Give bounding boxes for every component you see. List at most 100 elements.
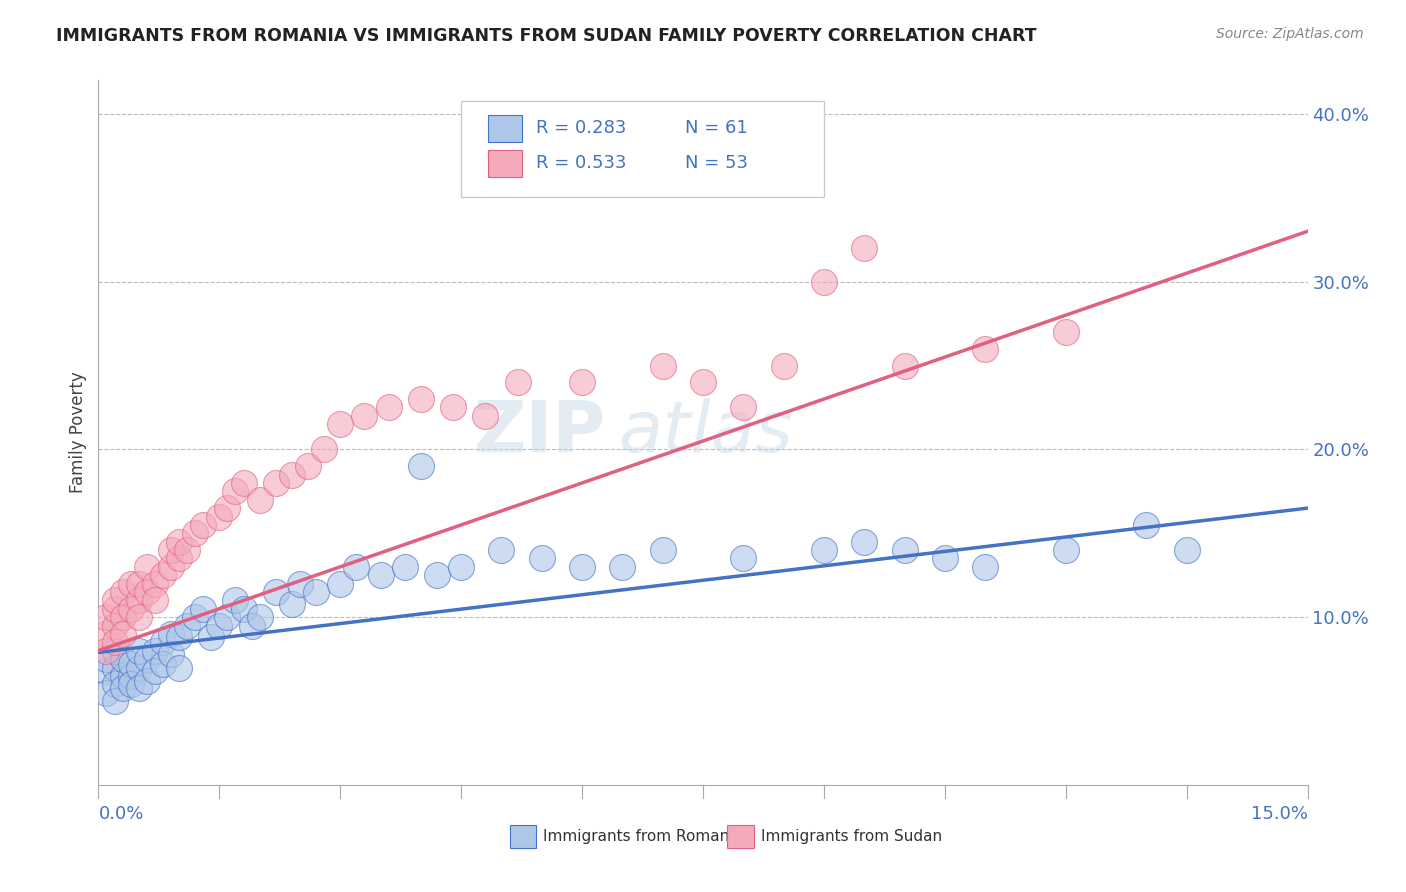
Text: N = 53: N = 53 — [685, 154, 748, 172]
Point — [152, 657, 174, 672]
Point — [103, 694, 125, 708]
Point — [377, 401, 399, 415]
Point — [135, 585, 157, 599]
Point — [111, 627, 134, 641]
Point — [135, 652, 157, 666]
Point — [152, 568, 174, 582]
Point — [128, 576, 150, 591]
Point — [167, 660, 190, 674]
Text: R = 0.533: R = 0.533 — [536, 154, 627, 172]
Point — [167, 551, 190, 566]
Point — [249, 610, 271, 624]
Point — [893, 543, 915, 558]
Point — [772, 359, 794, 373]
FancyBboxPatch shape — [488, 150, 522, 177]
Point — [176, 618, 198, 632]
Point — [217, 610, 239, 624]
Point — [96, 686, 118, 700]
Point — [370, 568, 392, 582]
Point — [160, 559, 183, 574]
Point — [128, 610, 150, 624]
Text: Immigrants from Romania: Immigrants from Romania — [543, 829, 744, 844]
Point — [344, 559, 367, 574]
Point — [329, 417, 352, 432]
Point — [426, 568, 449, 582]
Point — [974, 342, 997, 356]
Point — [329, 576, 352, 591]
Point — [612, 559, 634, 574]
Point — [143, 644, 166, 658]
Point — [184, 526, 207, 541]
Point — [1054, 325, 1077, 339]
Text: Source: ZipAtlas.com: Source: ZipAtlas.com — [1216, 27, 1364, 41]
Point — [249, 492, 271, 507]
Point — [103, 677, 125, 691]
Point — [96, 610, 118, 624]
Point — [281, 467, 304, 482]
Y-axis label: Family Poverty: Family Poverty — [69, 372, 87, 493]
Point — [128, 681, 150, 695]
Point — [934, 551, 956, 566]
Point — [571, 376, 593, 390]
Text: N = 61: N = 61 — [685, 120, 748, 137]
Point — [160, 647, 183, 661]
Point — [160, 627, 183, 641]
Point — [853, 534, 876, 549]
FancyBboxPatch shape — [509, 825, 536, 848]
FancyBboxPatch shape — [461, 102, 824, 196]
Point — [200, 630, 222, 644]
Point — [128, 660, 150, 674]
Point — [409, 459, 432, 474]
Point — [103, 660, 125, 674]
Point — [813, 543, 835, 558]
Point — [441, 401, 464, 415]
Point — [288, 576, 311, 591]
Point — [974, 559, 997, 574]
Point — [394, 559, 416, 574]
Point — [208, 509, 231, 524]
Point — [224, 484, 246, 499]
Text: 0.0%: 0.0% — [98, 805, 143, 822]
Point — [143, 593, 166, 607]
FancyBboxPatch shape — [488, 115, 522, 142]
Point — [733, 551, 755, 566]
Point — [103, 602, 125, 616]
Point — [120, 657, 142, 672]
Text: Immigrants from Sudan: Immigrants from Sudan — [761, 829, 942, 844]
Text: atlas: atlas — [619, 398, 793, 467]
Point — [692, 376, 714, 390]
Point — [120, 669, 142, 683]
Point — [96, 627, 118, 641]
Text: R = 0.283: R = 0.283 — [536, 120, 627, 137]
Point — [135, 673, 157, 688]
Point — [143, 576, 166, 591]
Point — [232, 475, 254, 490]
Point — [281, 597, 304, 611]
Point — [111, 681, 134, 695]
Point — [1175, 543, 1198, 558]
Point — [103, 593, 125, 607]
Point — [1135, 517, 1157, 532]
Point — [176, 543, 198, 558]
Point — [217, 501, 239, 516]
Point — [240, 618, 263, 632]
Point — [160, 543, 183, 558]
Point — [103, 635, 125, 649]
Point — [651, 359, 673, 373]
Point — [232, 602, 254, 616]
Point — [167, 630, 190, 644]
Text: IMMIGRANTS FROM ROMANIA VS IMMIGRANTS FROM SUDAN FAMILY POVERTY CORRELATION CHAR: IMMIGRANTS FROM ROMANIA VS IMMIGRANTS FR… — [56, 27, 1036, 45]
Point — [530, 551, 553, 566]
Point — [297, 459, 319, 474]
Point — [120, 602, 142, 616]
Point — [103, 644, 125, 658]
Point — [353, 409, 375, 423]
Point — [193, 517, 215, 532]
Point — [128, 644, 150, 658]
Point — [224, 593, 246, 607]
Point — [474, 409, 496, 423]
Point — [893, 359, 915, 373]
Point — [193, 602, 215, 616]
Point — [450, 559, 472, 574]
Point — [111, 585, 134, 599]
